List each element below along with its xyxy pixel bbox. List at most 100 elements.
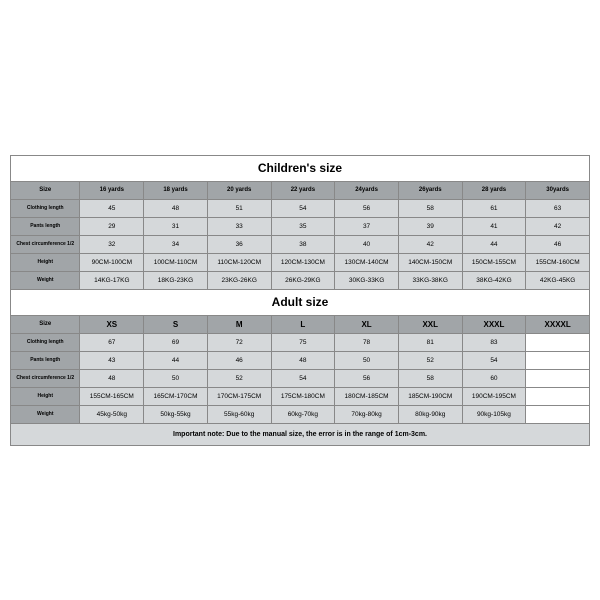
adult-size-7: XXXXL	[526, 315, 590, 333]
data-cell: 54	[271, 199, 335, 217]
table-row: Weight 45kg-50kg 50kg-55kg 55kg-60kg 60k…	[11, 405, 590, 423]
data-cell: 58	[398, 369, 462, 387]
data-cell: 18KG-23KG	[144, 271, 208, 289]
children-size-3: 22 yards	[271, 181, 335, 199]
children-size-2: 20 yards	[207, 181, 271, 199]
data-cell: 33KG-38KG	[398, 271, 462, 289]
data-cell: 83	[462, 333, 526, 351]
table-row: Clothing length 45 48 51 54 56 58 61 63	[11, 199, 590, 217]
data-cell: 81	[398, 333, 462, 351]
adult-size-1: S	[144, 315, 208, 333]
data-cell: 69	[144, 333, 208, 351]
data-cell: 38	[271, 235, 335, 253]
data-cell	[526, 369, 590, 387]
children-label-col: Size	[11, 181, 80, 199]
data-cell: 75	[271, 333, 335, 351]
children-size-7: 30yards	[526, 181, 590, 199]
data-cell: 42KG-45KG	[526, 271, 590, 289]
data-cell: 43	[80, 351, 144, 369]
table-row: Height 155CM-165CM 165CM-170CM 170CM-175…	[11, 387, 590, 405]
data-cell: 39	[398, 217, 462, 235]
data-cell: 40	[335, 235, 399, 253]
data-cell: 51	[207, 199, 271, 217]
children-title-row: Children's size	[11, 155, 590, 181]
adult-title-row: Adult size	[11, 289, 590, 315]
row-label: Clothing length	[11, 199, 80, 217]
table-row: Pants length 29 31 33 35 37 39 41 42	[11, 217, 590, 235]
data-cell: 42	[526, 217, 590, 235]
adult-size-4: XL	[335, 315, 399, 333]
children-title: Children's size	[11, 155, 590, 181]
children-size-5: 26yards	[398, 181, 462, 199]
data-cell: 90kg-105kg	[462, 405, 526, 423]
table-row: Chest circumference 1/2 48 50 52 54 56 5…	[11, 369, 590, 387]
adult-size-0: XS	[80, 315, 144, 333]
data-cell: 54	[462, 351, 526, 369]
data-cell: 54	[271, 369, 335, 387]
data-cell: 38KG-42KG	[462, 271, 526, 289]
data-cell: 52	[398, 351, 462, 369]
data-cell: 23KG-26KG	[207, 271, 271, 289]
data-cell: 56	[335, 369, 399, 387]
children-header-row: Size 16 yards 18 yards 20 yards 22 yards…	[11, 181, 590, 199]
data-cell: 56	[335, 199, 399, 217]
adult-size-6: XXXL	[462, 315, 526, 333]
data-cell: 80kg-90kg	[398, 405, 462, 423]
data-cell: 58	[398, 199, 462, 217]
data-cell: 31	[144, 217, 208, 235]
data-cell: 35	[271, 217, 335, 235]
data-cell	[526, 405, 590, 423]
data-cell: 155CM-165CM	[80, 387, 144, 405]
data-cell: 48	[80, 369, 144, 387]
data-cell: 50	[144, 369, 208, 387]
data-cell: 33	[207, 217, 271, 235]
data-cell: 48	[271, 351, 335, 369]
children-size-6: 28 yards	[462, 181, 526, 199]
adult-size-2: M	[207, 315, 271, 333]
data-cell: 30KG-33KG	[335, 271, 399, 289]
row-label: Pants length	[11, 217, 80, 235]
row-label: Pants length	[11, 351, 80, 369]
data-cell: 100CM-110CM	[144, 253, 208, 271]
data-cell	[526, 351, 590, 369]
data-cell: 175CM-180CM	[271, 387, 335, 405]
data-cell: 60kg-70kg	[271, 405, 335, 423]
data-cell: 41	[462, 217, 526, 235]
table-row: Pants length 43 44 46 48 50 52 54	[11, 351, 590, 369]
data-cell: 32	[80, 235, 144, 253]
note-row: Important note: Due to the manual size, …	[11, 423, 590, 445]
data-cell: 150CM-155CM	[462, 253, 526, 271]
data-cell: 170CM-175CM	[207, 387, 271, 405]
row-label: Height	[11, 253, 80, 271]
children-size-1: 18 yards	[144, 181, 208, 199]
row-label: Weight	[11, 271, 80, 289]
adult-header-row: Size XS S M L XL XXL XXXL XXXXL	[11, 315, 590, 333]
row-label: Chest circumference 1/2	[11, 235, 80, 253]
data-cell: 67	[80, 333, 144, 351]
data-cell: 42	[398, 235, 462, 253]
size-chart-page: Children's size Size 16 yards 18 yards 2…	[0, 0, 600, 600]
data-cell: 44	[462, 235, 526, 253]
data-cell: 46	[207, 351, 271, 369]
data-cell	[526, 333, 590, 351]
data-cell: 60	[462, 369, 526, 387]
data-cell: 63	[526, 199, 590, 217]
data-cell: 190CM-195CM	[462, 387, 526, 405]
children-size-table: Children's size Size 16 yards 18 yards 2…	[10, 155, 590, 446]
data-cell: 61	[462, 199, 526, 217]
data-cell: 34	[144, 235, 208, 253]
table-row: Chest circumference 1/2 32 34 36 38 40 4…	[11, 235, 590, 253]
data-cell: 165CM-170CM	[144, 387, 208, 405]
table-row: Clothing length 67 69 72 75 78 81 83	[11, 333, 590, 351]
table-row: Weight 14KG-17KG 18KG-23KG 23KG-26KG 26K…	[11, 271, 590, 289]
data-cell: 29	[80, 217, 144, 235]
data-cell: 37	[335, 217, 399, 235]
data-cell: 140CM-150CM	[398, 253, 462, 271]
adult-title: Adult size	[11, 289, 590, 315]
data-cell: 55kg-60kg	[207, 405, 271, 423]
data-cell: 45	[80, 199, 144, 217]
data-cell: 46	[526, 235, 590, 253]
data-cell: 72	[207, 333, 271, 351]
children-size-0: 16 yards	[80, 181, 144, 199]
children-size-4: 24yards	[335, 181, 399, 199]
